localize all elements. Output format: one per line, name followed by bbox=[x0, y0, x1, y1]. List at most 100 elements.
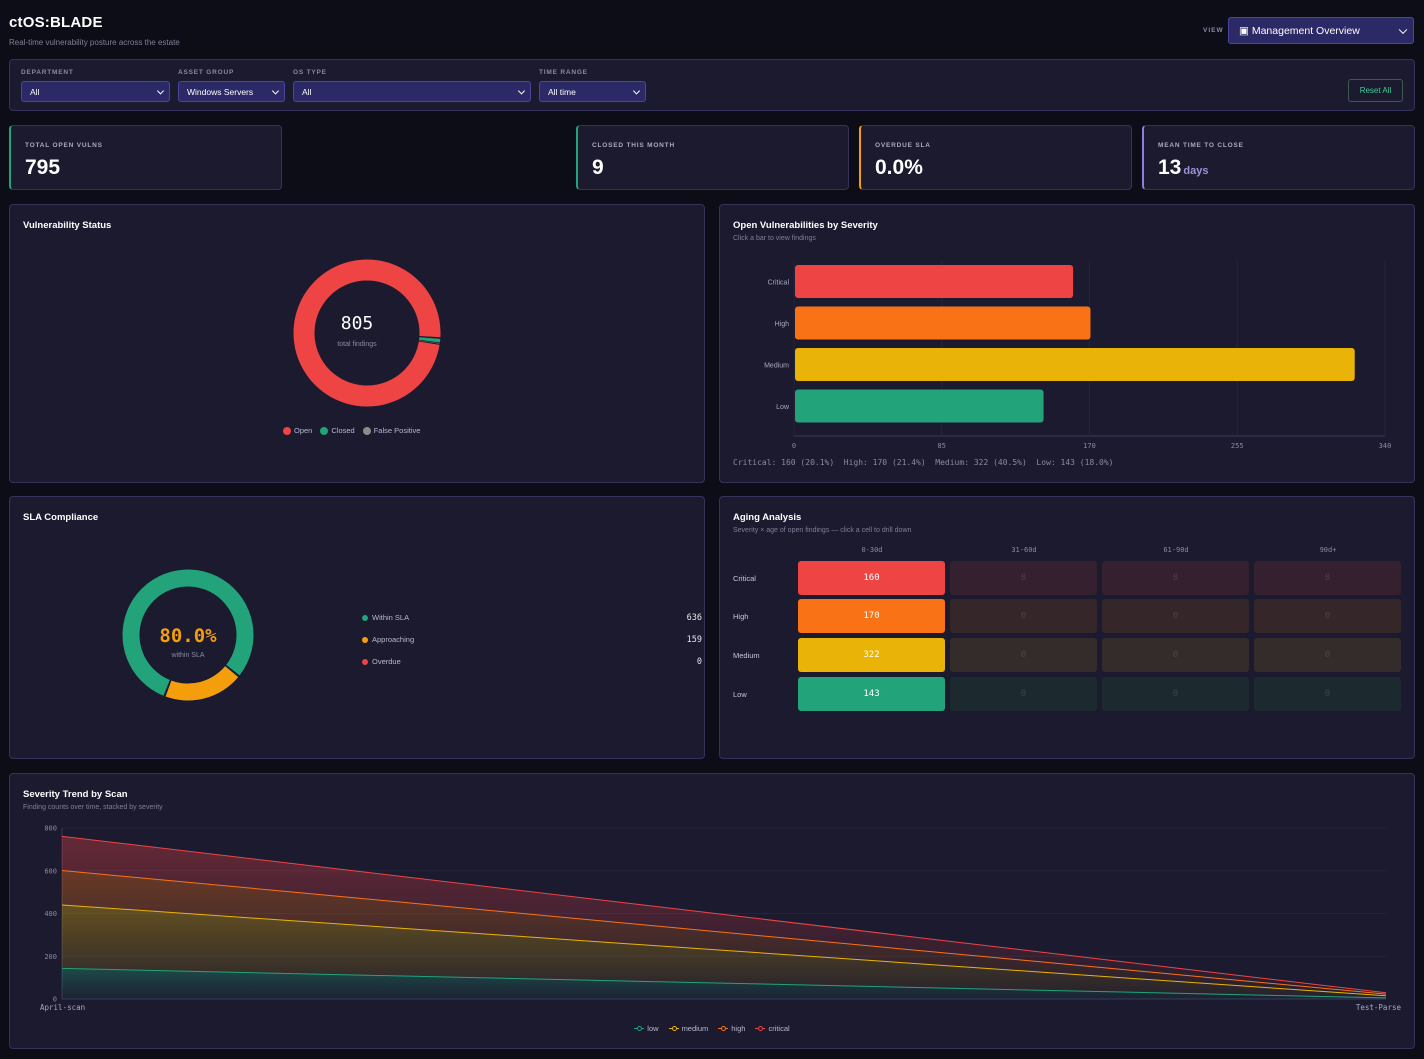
panel-title: Severity Trend by Scan bbox=[23, 789, 128, 800]
aging-cell[interactable]: 170 bbox=[798, 599, 945, 633]
kpi-number: 0.0% bbox=[875, 156, 923, 179]
aging-cell[interactable]: 0 bbox=[950, 599, 1097, 633]
legend-item-false-positive[interactable]: False Positive bbox=[362, 426, 421, 435]
panel-title: SLA Compliance bbox=[23, 512, 99, 523]
severity-panel: Open Vulnerabilities by Severity Click a… bbox=[719, 204, 1415, 483]
y-tick-label: Medium bbox=[764, 363, 789, 370]
sla-row-within: Within SLA 636 bbox=[362, 613, 702, 623]
aging-row-label: Low bbox=[733, 690, 747, 699]
kpi-label: OVERDUE SLA bbox=[875, 142, 931, 149]
kpi-overdue-sla: OVERDUE SLA 0.0% bbox=[859, 125, 1132, 190]
legend-item-medium[interactable]: medium bbox=[668, 1024, 709, 1033]
status-slice-closed[interactable] bbox=[419, 337, 441, 343]
x-tick-label: 85 bbox=[938, 442, 946, 450]
os-type-select[interactable]: All bbox=[293, 81, 531, 102]
panel-title: Open Vulnerabilities by Severity bbox=[733, 220, 878, 231]
legend-label: high bbox=[731, 1024, 746, 1033]
sla-swatch bbox=[362, 637, 368, 644]
donut-center-value: 805 bbox=[341, 313, 374, 334]
aging-cell[interactable]: 0 bbox=[950, 677, 1097, 711]
sla-row-value: 159 bbox=[686, 635, 702, 645]
sla-center-label: within SLA bbox=[170, 652, 204, 659]
severity-trend-panel: Severity Trend by Scan Finding counts ov… bbox=[9, 773, 1415, 1049]
aging-cell[interactable]: 0 bbox=[1254, 638, 1401, 672]
legend-swatch bbox=[283, 426, 291, 435]
status-slice-false-positive[interactable] bbox=[418, 340, 440, 344]
os-type-label: OS TYPE bbox=[293, 69, 327, 76]
aging-cell[interactable]: 322 bbox=[798, 638, 945, 672]
legend-label: False Positive bbox=[373, 426, 421, 435]
bar-critical[interactable] bbox=[795, 265, 1074, 298]
chevron-down-icon bbox=[1398, 25, 1408, 34]
aging-column-header: 90d+ bbox=[1319, 546, 1337, 554]
severity-summary: Critical: 160 (20.1%) High: 170 (21.4%) … bbox=[733, 458, 1114, 467]
aging-cell[interactable]: 0 bbox=[1102, 677, 1249, 711]
sla-row-overdue: Overdue 0 bbox=[362, 657, 702, 667]
asset-group-select[interactable]: Windows Servers bbox=[178, 81, 285, 102]
legend-label: medium bbox=[681, 1024, 709, 1033]
x-tick-label: 340 bbox=[1379, 442, 1392, 450]
kpi-number: 795 bbox=[25, 156, 61, 179]
kpi-mean-time-to-close: MEAN TIME TO CLOSE 13 days bbox=[1142, 125, 1415, 190]
kpi-closed-this-month: CLOSED THIS MONTH 9 bbox=[576, 125, 849, 190]
aging-column-header: 31-60d bbox=[1011, 546, 1037, 554]
chevron-down-icon bbox=[271, 86, 280, 95]
panel-title: Aging Analysis bbox=[733, 512, 802, 523]
view-select[interactable]: ▣ Management Overview bbox=[1228, 17, 1414, 44]
app-title: ctOS:BLADE bbox=[9, 14, 103, 31]
time-range-label: TIME RANGE bbox=[539, 69, 588, 76]
y-tick-label: High bbox=[775, 321, 790, 328]
sla-compliance-panel: SLA Compliance 80.0% within SLA Within S… bbox=[9, 496, 705, 759]
sla-donut-chart[interactable]: 80.0% within SLA bbox=[10, 497, 350, 760]
reset-all-button[interactable]: Reset All bbox=[1348, 79, 1403, 102]
bar-medium[interactable] bbox=[795, 348, 1355, 381]
chevron-down-icon bbox=[156, 86, 165, 95]
aging-analysis-panel: Aging Analysis Severity × age of open fi… bbox=[719, 496, 1415, 759]
aging-row-label: High bbox=[733, 612, 749, 621]
status-donut-chart[interactable]: 805 total findings bbox=[10, 205, 706, 484]
aging-cell[interactable]: 0 bbox=[1102, 638, 1249, 672]
aging-cell[interactable]: 160 bbox=[798, 561, 945, 595]
aging-cell[interactable]: 0 bbox=[1102, 561, 1249, 595]
kpi-value: 13 days bbox=[1158, 156, 1208, 180]
legend-item-open[interactable]: Open bbox=[283, 426, 312, 435]
kpi-label: MEAN TIME TO CLOSE bbox=[1158, 142, 1244, 149]
severity-bar-chart: 0 85 170 255 340 Critical High Medium Low bbox=[764, 261, 1392, 450]
asset-group-label: ASSET GROUP bbox=[178, 69, 235, 76]
aging-cell[interactable]: 0 bbox=[1254, 677, 1401, 711]
legend-swatch bbox=[320, 426, 329, 435]
sla-row-value: 0 bbox=[696, 657, 702, 667]
status-legend: Open Closed False Positive bbox=[283, 426, 420, 435]
department-label: DEPARTMENT bbox=[21, 69, 74, 76]
sla-row-value: 636 bbox=[686, 613, 702, 623]
aging-cell[interactable]: 0 bbox=[950, 638, 1097, 672]
vulnerability-status-panel: Vulnerability Status 805 total findings … bbox=[9, 204, 705, 483]
legend-item-high[interactable]: high bbox=[718, 1024, 745, 1033]
kpi-unit: days bbox=[1183, 165, 1209, 177]
chevron-down-icon bbox=[632, 86, 641, 95]
sla-row-label: Within SLA bbox=[372, 613, 410, 622]
legend-label: Open bbox=[294, 426, 313, 435]
department-select[interactable]: All bbox=[21, 81, 170, 102]
time-range-select[interactable]: All time bbox=[539, 81, 646, 102]
legend-item-low[interactable]: low bbox=[634, 1024, 659, 1033]
sla-slice-approaching[interactable] bbox=[165, 666, 239, 701]
kpi-number: 13 bbox=[1158, 156, 1182, 179]
asset-group-value: Windows Servers bbox=[187, 87, 254, 97]
legend-item-closed[interactable]: Closed bbox=[320, 426, 355, 435]
legend-line-icon bbox=[718, 1025, 729, 1032]
department-value: All bbox=[30, 87, 40, 97]
sla-row-approaching: Approaching 159 bbox=[362, 635, 702, 645]
aging-cell[interactable]: 0 bbox=[1254, 561, 1401, 595]
bar-low[interactable] bbox=[795, 389, 1044, 423]
aging-cell[interactable]: 0 bbox=[1102, 599, 1249, 633]
legend-item-critical[interactable]: critical bbox=[755, 1024, 790, 1033]
aging-cell[interactable]: 0 bbox=[950, 561, 1097, 595]
aging-cell[interactable]: 143 bbox=[798, 677, 945, 711]
legend-label: critical bbox=[768, 1024, 790, 1033]
kpi-number: 9 bbox=[592, 156, 604, 179]
bar-high[interactable] bbox=[795, 306, 1091, 340]
y-tick-label: Low bbox=[776, 404, 790, 411]
trend-legend: low medium high critical bbox=[0, 1024, 1424, 1033]
aging-cell[interactable]: 0 bbox=[1254, 599, 1401, 633]
